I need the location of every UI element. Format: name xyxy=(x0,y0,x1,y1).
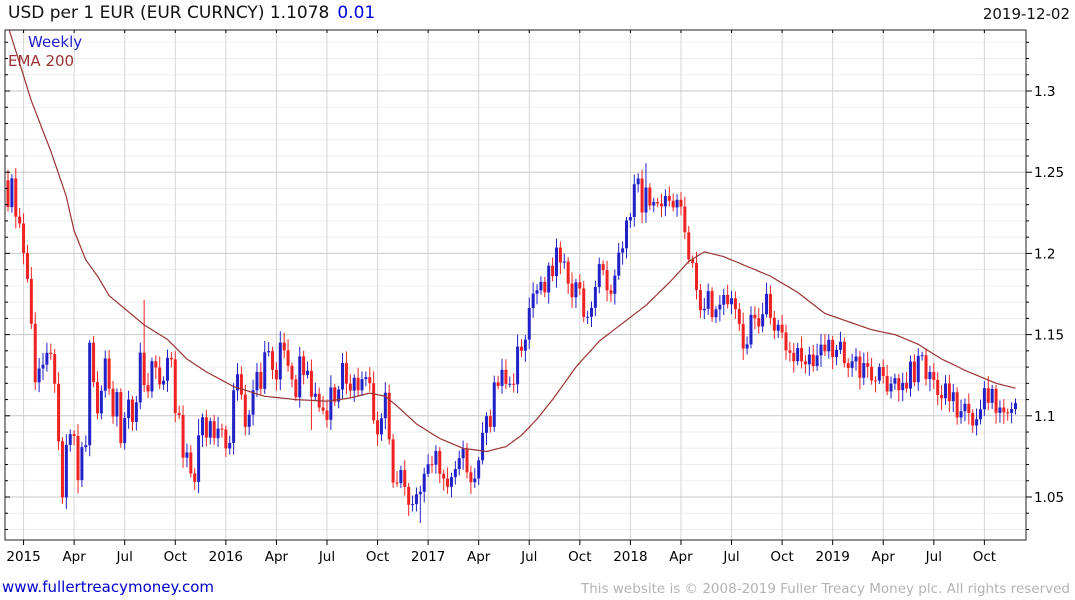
x-axis-label: Oct xyxy=(568,549,591,565)
x-axis-label: 2019 xyxy=(815,549,849,565)
chart-date: 2019-12-02 xyxy=(982,5,1070,23)
x-axis-label: Apr xyxy=(265,549,289,565)
website-link[interactable]: www.fullertreacymoney.com xyxy=(2,578,215,596)
x-axis-label: 2017 xyxy=(411,549,445,565)
x-axis-label: Jul xyxy=(925,549,942,565)
chart-title: USD per 1 EUR (EUR CURNCY) 1.1078 0.01 xyxy=(8,3,375,23)
instrument-title: USD per 1 EUR (EUR CURNCY) 1.1078 xyxy=(8,3,330,23)
y-axis-label: 1.2 xyxy=(1034,246,1055,262)
ema-line xyxy=(8,30,1016,453)
x-axis-label: 2015 xyxy=(6,549,40,565)
y-axis-label: 1.1 xyxy=(1034,409,1055,425)
x-axis-label: Apr xyxy=(872,549,896,565)
price-change: 0.01 xyxy=(337,3,376,23)
x-axis-label: Oct xyxy=(770,549,793,565)
plot-border xyxy=(4,29,1027,541)
copyright-text: This website is © 2008-2019 Fuller Treac… xyxy=(581,581,1070,597)
x-axis-label: 2016 xyxy=(209,549,243,565)
y-axis-label: 1.25 xyxy=(1034,165,1064,181)
y-axis-label: 1.15 xyxy=(1034,328,1064,344)
x-axis-label: Oct xyxy=(973,549,996,565)
x-axis-label: Jul xyxy=(722,549,739,565)
legend-timeframe: Weekly xyxy=(28,33,83,51)
x-axis-label: Jul xyxy=(520,549,537,565)
x-axis-label: Apr xyxy=(62,549,86,565)
x-axis-label: Oct xyxy=(366,549,389,565)
candles-layer xyxy=(6,30,1017,523)
x-axis-label: Apr xyxy=(467,549,491,565)
legend-ema-200: EMA 200 xyxy=(8,52,75,70)
x-axis-label: Apr xyxy=(669,549,693,565)
y-axis-label: 1.05 xyxy=(1034,490,1064,506)
x-axis-label: Jul xyxy=(116,549,133,565)
x-axis-label: Oct xyxy=(164,549,187,565)
x-axis-label: 2018 xyxy=(613,549,647,565)
y-axis-label: 1.3 xyxy=(1034,84,1055,100)
x-axis-label: Jul xyxy=(318,549,335,565)
